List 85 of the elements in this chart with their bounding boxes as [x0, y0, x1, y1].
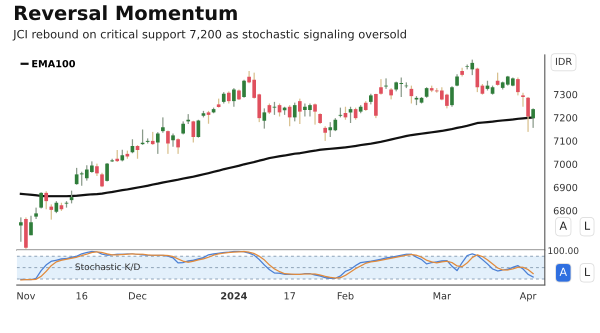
chart-title: Reversal Momentum [14, 5, 237, 20]
candlestick [364, 100, 368, 112]
x-tick-label: 17 [284, 292, 296, 300]
candlestick [374, 93, 378, 119]
candlestick [455, 74, 459, 87]
y-tick-label: 7000 [554, 160, 578, 168]
text: L [585, 268, 590, 276]
y-tick-label: 7300 [554, 90, 578, 98]
candlestick [348, 106, 352, 124]
y-tick-label: 6900 [554, 184, 578, 192]
x-tick-label: Dec [129, 292, 146, 300]
candlestick [120, 149, 124, 162]
text: 100.00 [548, 247, 578, 254]
x-tick-label: Nov [17, 292, 36, 300]
candlestick [237, 88, 241, 101]
candlestick [44, 190, 48, 210]
candlestick [516, 76, 520, 96]
candlestick [232, 88, 236, 108]
candlestick [181, 120, 185, 136]
candlestick [146, 138, 150, 144]
candlestick [161, 116, 165, 134]
candlestick [74, 167, 78, 186]
candlestick [313, 102, 317, 126]
candlestick [262, 108, 266, 130]
candlestick [226, 90, 231, 104]
y-axis-title: IDR [556, 58, 572, 65]
candlestick [19, 216, 23, 242]
x-tick-label: Feb [338, 292, 354, 300]
candlestick [39, 192, 43, 210]
candlestick [526, 96, 530, 132]
candlestick [288, 104, 292, 127]
y-tick-label: 7100 [554, 137, 578, 145]
candlestick [384, 78, 388, 90]
candlestick [521, 92, 525, 108]
x-tick-label: Mar [434, 292, 452, 300]
candlestick [216, 98, 220, 108]
candlestick [49, 204, 54, 220]
text: A [560, 268, 567, 276]
candlestick [450, 86, 454, 108]
candlestick [379, 78, 383, 96]
candlestick [54, 200, 58, 214]
annotation: Stochastic K/D [75, 263, 140, 271]
candlestick [29, 215, 33, 236]
candlestick [171, 132, 175, 148]
legend-label: EMA100 [32, 60, 76, 68]
candlestick [95, 163, 99, 177]
candlestick [268, 102, 272, 115]
candlestick [176, 138, 180, 155]
chart-subtitle: JCI rebound on critical support 7,200 as stochastic signaling oversold [12, 30, 406, 41]
candlestick [354, 107, 358, 120]
candlestick [389, 88, 393, 100]
candlestick [410, 84, 414, 104]
candlestick [156, 131, 160, 155]
x-tick-label: Apr [520, 292, 536, 302]
candlestick [206, 110, 210, 124]
candlestick [531, 108, 535, 129]
candlestick [318, 112, 322, 125]
candlestick [191, 120, 196, 144]
candlestick [369, 93, 373, 106]
text: A [560, 222, 567, 230]
candlestick [242, 79, 246, 98]
candlestick [338, 107, 342, 118]
candlestick [272, 101, 276, 116]
candlestick [344, 106, 348, 120]
candlestick [292, 102, 297, 122]
x-tick-label: 16 [76, 292, 88, 300]
candlestick [105, 162, 109, 182]
candlestick [424, 86, 428, 98]
candlestick [100, 172, 104, 188]
candlestick [70, 190, 74, 204]
candlestick [404, 82, 408, 89]
candlestick [166, 130, 170, 155]
candlestick [136, 144, 140, 160]
candlestick [323, 126, 328, 142]
candlestick [196, 119, 200, 138]
candlestick [222, 91, 226, 104]
candlestick [34, 206, 38, 220]
candlestick [278, 102, 282, 118]
candlestick [298, 98, 302, 125]
candlestick [496, 72, 500, 86]
candlestick [130, 138, 134, 154]
text: L [585, 222, 590, 230]
y-tick-label: 7200 [554, 114, 578, 122]
y-tick-label: 6800 [554, 207, 578, 214]
x-tick-label: 2024 [221, 292, 247, 300]
